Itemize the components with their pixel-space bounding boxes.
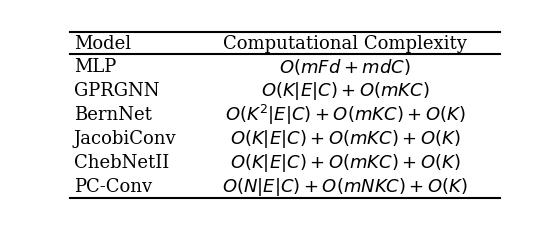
Text: Computational Complexity: Computational Complexity [224,35,467,53]
Text: BernNet: BernNet [74,106,152,124]
Text: Model: Model [74,35,131,53]
Text: $O(K|E|C) + O(mKC) + O(K)$: $O(K|E|C) + O(mKC) + O(K)$ [230,152,461,174]
Text: GPRGNN: GPRGNN [74,82,160,100]
Text: $O(K|E|C) + O(mKC)$: $O(K|E|C) + O(mKC)$ [261,80,430,102]
Text: ChebNetII: ChebNetII [74,154,169,172]
Text: MLP: MLP [74,58,116,76]
Text: $O(K|E|C) + O(mKC) + O(K)$: $O(K|E|C) + O(mKC) + O(K)$ [230,128,461,150]
Text: $O(K^2|E|C) + O(mKC) + O(K)$: $O(K^2|E|C) + O(mKC) + O(K)$ [225,103,465,127]
Text: $O(N|E|C) + O(mNKC) + O(K)$: $O(N|E|C) + O(mNKC) + O(K)$ [222,176,468,197]
Text: JacobiConv: JacobiConv [74,130,176,148]
Text: PC-Conv: PC-Conv [74,178,152,195]
Text: $O(mFd + mdC)$: $O(mFd + mdC)$ [280,57,411,77]
